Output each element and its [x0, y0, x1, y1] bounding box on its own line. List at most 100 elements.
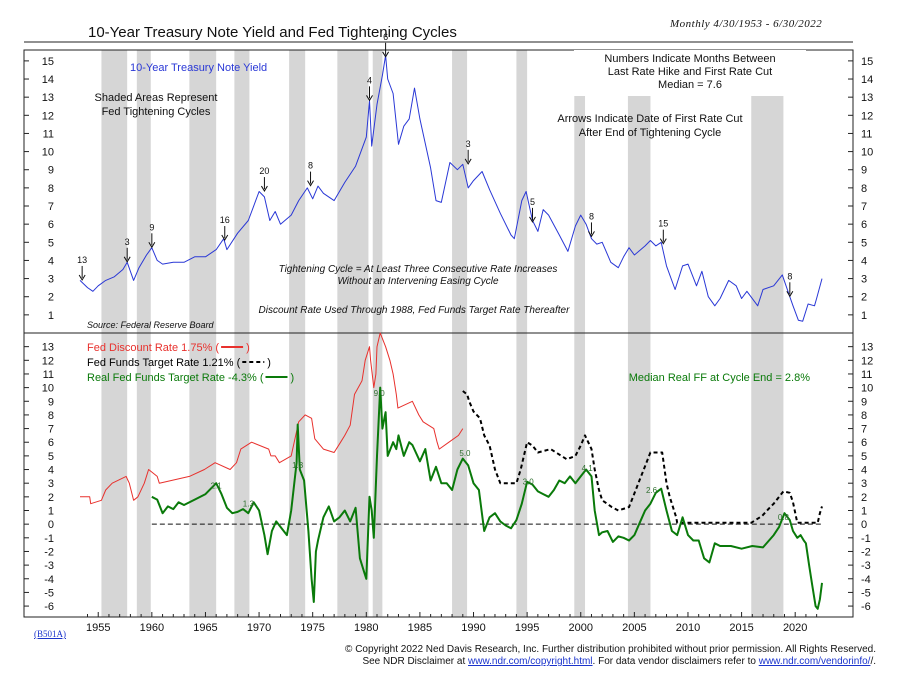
legend-label: Fed Funds Target Rate 1.21% (	[87, 357, 241, 369]
x-tick-label: 1970	[247, 622, 271, 634]
top-y-label-right: 7	[861, 201, 867, 213]
rate-cut-arrowhead	[366, 95, 373, 102]
bottom-y-label-right: 10	[861, 383, 873, 395]
real-ff-cycle-end-label: 2.1	[211, 482, 223, 491]
rate-cut-arrowhead	[307, 180, 314, 187]
top-y-label-left: 15	[42, 56, 54, 68]
bottom-y-label-right: 8	[861, 410, 867, 422]
bottom-y-label-right: 13	[861, 342, 873, 354]
bottom-y-label-left: -5	[44, 587, 54, 599]
vendor-info-link[interactable]: www.ndr.com/vendorinfo/	[758, 656, 871, 667]
treasury-yield-line	[79, 54, 823, 322]
rate-cut-arrowhead	[382, 51, 390, 58]
tightening-definition-note: Tightening Cycle = At Least Three Consec…	[279, 264, 558, 275]
real-ff-cycle-end-label: 4.1	[582, 464, 594, 473]
arrows-note: After End of Tightening Cycle	[579, 127, 721, 139]
bottom-y-label-right: -6	[861, 601, 871, 613]
numbers-note: Median = 7.6	[658, 79, 722, 91]
disclaimer-middle: . For data vendor disclaimers refer to	[592, 656, 759, 667]
chart-code-link[interactable]: (B501A)	[34, 629, 66, 639]
rate-cut-arrowhead	[221, 234, 229, 242]
top-y-label-left: 13	[42, 92, 54, 104]
chart-title: 10-Year Treasury Note Yield and Fed Tigh…	[88, 24, 457, 41]
bottom-y-label-left: 5	[48, 451, 54, 463]
bottom-y-label-left: 9	[48, 396, 54, 408]
x-tick-label: 1990	[461, 622, 485, 634]
x-tick-label: 1960	[140, 622, 164, 634]
bottom-y-label-left: -2	[44, 546, 54, 558]
shaded-areas-note: Shaded Areas Represent	[95, 92, 218, 104]
rate-cut-arrowhead	[464, 158, 472, 165]
rate-cut-arrowhead	[659, 238, 667, 245]
top-y-label-right: 8	[861, 183, 867, 195]
top-y-label-left: 11	[43, 128, 54, 140]
top-y-label-right: 11	[861, 128, 872, 140]
bottom-y-label-right: -1	[861, 533, 871, 545]
real-ff-cycle-end-label: 1.3	[292, 461, 304, 470]
bottom-y-label-left: 13	[42, 342, 54, 354]
bottom-y-label-right: -4	[861, 574, 871, 586]
bottom-y-label-right: 9	[861, 396, 867, 408]
bottom-y-label-right: 1	[861, 506, 867, 518]
bottom-y-label-left: -3	[44, 560, 54, 572]
top-y-label-left: 7	[48, 201, 54, 213]
cycle-months-label: 16	[220, 215, 230, 225]
bottom-y-label-right: 2	[861, 492, 867, 504]
bottom-y-label-left: 10	[42, 383, 54, 395]
real-ff-cycle-end-label: 2.6	[646, 486, 658, 495]
x-tick-label: 1955	[86, 622, 110, 634]
bottom-y-label-left: 12	[42, 355, 54, 367]
x-tick-label: 2020	[783, 622, 807, 634]
disclaimer-line: See NDR Disclaimer at www.ndr.com/copyri…	[362, 656, 876, 667]
bottom-y-label-left: -6	[44, 601, 54, 613]
bottom-y-label-left: -1	[44, 533, 54, 545]
cycle-months-label: 8	[787, 271, 792, 281]
bottom-y-label-left: 3	[48, 478, 54, 490]
rate-cut-arrowhead	[148, 242, 156, 249]
top-y-label-right: 6	[861, 219, 867, 231]
top-y-label-left: 10	[42, 147, 54, 159]
legend-paren: )	[267, 357, 271, 369]
cycle-months-label: 8	[589, 211, 594, 221]
top-y-label-right: 12	[861, 110, 873, 122]
bottom-y-label-right: 12	[861, 355, 873, 367]
top-y-label-left: 12	[42, 110, 54, 122]
legend-label: Fed Discount Rate 1.75% (	[87, 342, 219, 354]
top-y-label-right: 2	[861, 292, 867, 304]
bottom-y-label-right: -5	[861, 587, 871, 599]
source-note: Source: Federal Reserve Board	[87, 320, 215, 330]
bottom-y-label-right: -3	[861, 560, 871, 572]
rate-cut-arrowhead	[123, 256, 131, 263]
copyright-link[interactable]: www.ndr.com/copyright.html	[468, 656, 593, 667]
cycle-months-label: 20	[259, 166, 269, 176]
top-y-label-left: 14	[42, 74, 54, 86]
bottom-y-label-right: 6	[861, 437, 867, 449]
rate-cut-arrowhead	[78, 274, 86, 281]
real-fed-funds-line	[151, 386, 823, 610]
x-tick-label: 1980	[354, 622, 378, 634]
legend-label: Real Fed Funds Target Rate -4.3% (	[87, 372, 264, 384]
cycle-months-label: 3	[466, 139, 471, 149]
legend-paren: )	[246, 342, 250, 354]
numbers-note: Numbers Indicate Months Between	[604, 53, 775, 65]
top-y-label-right: 5	[861, 237, 867, 249]
cycle-months-label: 5	[530, 197, 535, 207]
bottom-y-label-left: 7	[48, 424, 54, 436]
cycle-months-label: 15	[658, 219, 668, 229]
top-y-label-left: 4	[48, 255, 54, 267]
bottom-y-label-left: 4	[48, 465, 54, 477]
bottom-y-label-right: 11	[861, 369, 872, 381]
cycle-months-label: 4	[367, 75, 372, 85]
bottom-y-label-left: -4	[44, 574, 54, 586]
fed-funds-target-line	[462, 390, 823, 524]
bottom-y-label-left: 11	[43, 369, 54, 381]
x-tick-label: 2005	[622, 622, 646, 634]
numbers-note: Last Rate Hike and First Rate Cut	[608, 66, 772, 78]
median-real-ff-note: Median Real FF at Cycle End = 2.8%	[629, 372, 810, 384]
bottom-y-label-right: 4	[861, 465, 867, 477]
cycle-months-label: 13	[77, 255, 87, 265]
bottom-y-label-left: 6	[48, 437, 54, 449]
top-y-label-right: 13	[861, 92, 873, 104]
top-y-label-right: 1	[861, 310, 867, 322]
